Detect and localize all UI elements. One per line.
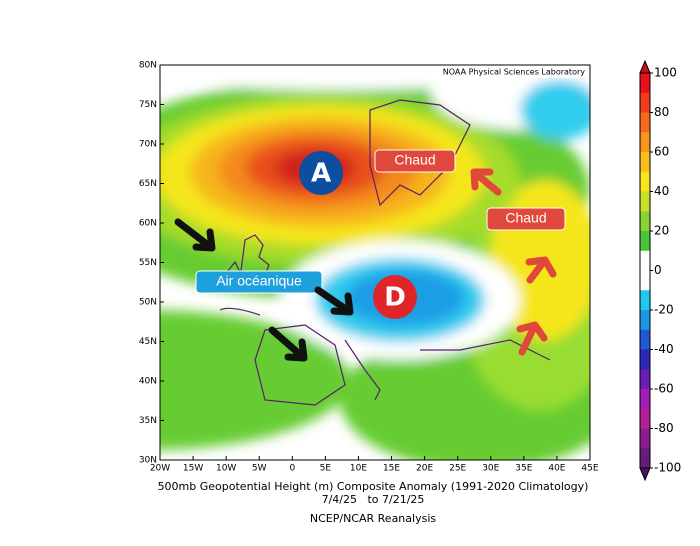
colorbar-label: 100 (654, 66, 677, 80)
lat-label: 30N (139, 456, 157, 466)
colorbar-segment (640, 310, 650, 331)
warm-label: Chaud (394, 152, 435, 168)
colorbar-segment (640, 428, 650, 449)
lon-label: 5W (252, 464, 267, 474)
lat-label: 50N (139, 298, 157, 308)
colorbar-label: 20 (654, 224, 669, 238)
lon-label: 30E (482, 464, 499, 474)
lat-label: 55N (139, 258, 157, 268)
colorbar-segment (640, 250, 650, 271)
lon-label: 10W (216, 464, 236, 474)
colorbar-segment (640, 171, 650, 192)
colorbar-segment (640, 329, 650, 350)
lat-label: 70N (139, 140, 157, 150)
lat-label: 65N (139, 179, 157, 189)
lon-label: 20W (150, 464, 170, 474)
ocean-label: Air océanique (216, 273, 302, 289)
lat-label: 35N (139, 416, 157, 426)
high-label: A (311, 159, 331, 189)
lon-label: 0 (289, 464, 295, 474)
caption: 500mb Geopotential Height (m) Composite … (158, 480, 589, 493)
colorbar-segment (640, 389, 650, 410)
caption: NCEP/NCAR Reanalysis (310, 512, 436, 525)
colorbar-segment (640, 73, 650, 94)
colorbar: 100 80 60 40 20 0 -20 -40 -60 -80 -100 (639, 59, 681, 482)
colorbar-segment (640, 369, 650, 390)
lon-label: 20E (416, 464, 433, 474)
colorbar-segment (640, 92, 650, 113)
lon-label: 40E (548, 464, 565, 474)
lon-label: 10E (350, 464, 367, 474)
lon-label: 35E (515, 464, 532, 474)
lat-label: 45N (139, 337, 157, 347)
colorbar-segment (640, 112, 650, 133)
colorbar-segment (640, 270, 650, 291)
colorbar-label: 60 (654, 145, 669, 159)
ocean-box (195, 270, 323, 294)
colorbar-segment (640, 152, 650, 173)
credit-box (376, 66, 588, 78)
colorbar-segment (640, 349, 650, 370)
credit: NOAA Physical Sciences Laboratory (443, 68, 586, 77)
caption: 7/4/25 to 7/21/25 (322, 493, 425, 506)
colorbar-label: -20 (654, 303, 674, 317)
colorbar-label: -80 (654, 421, 674, 435)
warm-arrows (470, 168, 557, 356)
lat-label: 80N (139, 61, 157, 71)
colorbar-label: -60 (654, 382, 674, 396)
colorbar-segment (640, 448, 650, 469)
colorbar-label: 0 (654, 263, 662, 277)
colorbar-segment (640, 211, 650, 232)
lat-label: 40N (139, 377, 157, 387)
colorbar-segment (640, 231, 650, 252)
lon-label: 45E (581, 464, 598, 474)
colorbar-label: 80 (654, 105, 669, 119)
warm-box (486, 207, 566, 231)
lon-label: 25E (449, 464, 466, 474)
colorbar-label: -40 (654, 342, 674, 356)
colorbar-segment (640, 191, 650, 212)
lon-label: 15W (183, 464, 203, 474)
low-label: D (384, 283, 406, 313)
colorbar-segment (640, 408, 650, 429)
colorbar-cap (639, 59, 651, 74)
colorbar-segment (640, 132, 650, 153)
colorbar-label: 40 (654, 184, 669, 198)
lat-label: 60N (139, 219, 157, 229)
colorbar-cap (639, 467, 651, 482)
colorbar-label: -100 (654, 461, 681, 475)
cool-arrows (174, 218, 354, 362)
warm-label: Chaud (505, 210, 546, 226)
colorbar-segment (640, 290, 650, 311)
warm-box (374, 149, 456, 173)
high-marker (299, 151, 343, 195)
low-marker (373, 275, 417, 319)
lat-label: 75N (139, 100, 157, 110)
lon-label: 15E (383, 464, 400, 474)
lon-label: 5E (320, 464, 332, 474)
anomaly-field (160, 65, 590, 460)
